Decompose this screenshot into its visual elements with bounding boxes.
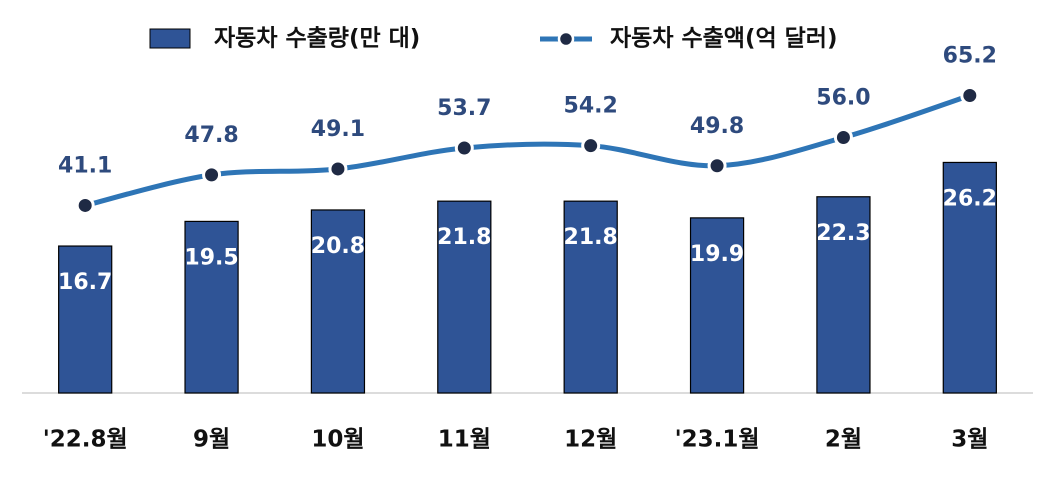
line-marker — [328, 159, 348, 179]
bar — [437, 200, 492, 394]
line-value-label: 56.0 — [816, 85, 870, 110]
line-marker — [833, 127, 853, 147]
bar-value-label: 19.5 — [184, 245, 238, 270]
x-tick-label: 9월 — [193, 427, 230, 453]
bar — [689, 217, 745, 394]
line-value-label: 65.2 — [943, 43, 997, 68]
x-tick-label: 12월 — [564, 427, 617, 453]
bar-value-label: 16.7 — [58, 270, 112, 295]
legend-marker — [557, 30, 575, 48]
x-tick-label: 10월 — [311, 427, 364, 453]
x-tick-label: 11월 — [438, 427, 491, 453]
line-marker — [960, 85, 980, 105]
line-value-label: 47.8 — [184, 123, 238, 148]
line-marker — [454, 138, 474, 158]
bar — [942, 161, 997, 394]
legend-label: 자동차 수출량(만 대) — [214, 26, 420, 52]
bar-value-label: 20.8 — [311, 234, 365, 259]
bar-value-label: 21.8 — [437, 225, 491, 250]
line-value-label: 53.7 — [437, 96, 491, 121]
x-tick-label: '22.8월 — [43, 427, 128, 453]
line-marker — [202, 165, 222, 185]
x-tick-label: 2월 — [825, 427, 862, 453]
bar — [816, 196, 871, 394]
line-value-label: 49.8 — [690, 114, 744, 139]
line-value-label: 54.2 — [564, 94, 618, 119]
line-marker — [707, 156, 727, 176]
bar-value-label: 22.3 — [816, 221, 870, 246]
legend-label: 자동차 수출액(억 달러) — [610, 26, 837, 52]
bar-value-label: 26.2 — [943, 186, 997, 211]
bar — [184, 220, 239, 394]
line-value-label: 41.1 — [58, 153, 112, 178]
bar — [563, 200, 618, 394]
x-tick-label: '23.1월 — [675, 427, 760, 453]
line — [84, 93, 971, 208]
bar-value-label: 19.9 — [690, 242, 744, 267]
bar — [58, 245, 113, 394]
line-marker — [581, 136, 601, 156]
bar — [310, 209, 366, 394]
line-marker — [75, 195, 95, 215]
x-tick-label: 3월 — [951, 427, 988, 453]
line-value-label: 49.1 — [311, 117, 365, 142]
legend-swatch — [149, 28, 191, 49]
bar-value-label: 21.8 — [564, 225, 618, 250]
